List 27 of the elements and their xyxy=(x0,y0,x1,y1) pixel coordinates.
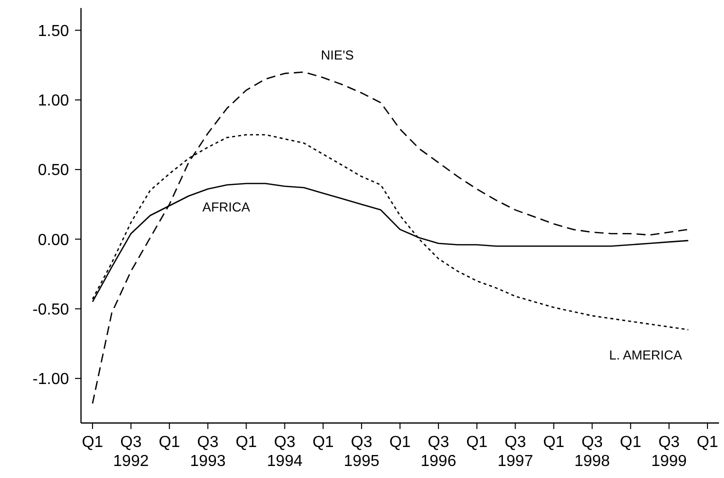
x-tick-label: Q3 1992 xyxy=(113,434,149,470)
y-tick-label: 0.00 xyxy=(38,232,70,249)
x-tick-label: Q1 xyxy=(466,434,488,451)
x-tick-label: Q1 xyxy=(236,434,258,451)
y-tick-label: 1.00 xyxy=(38,92,70,110)
x-tick-label: Q1 xyxy=(696,434,718,451)
y-tick-label: 1.50 xyxy=(38,22,70,40)
x-tick-label: Q3 1995 xyxy=(344,434,380,470)
x-tick-label: Q3 1997 xyxy=(498,434,534,470)
x-tick-label: Q1 xyxy=(389,434,411,451)
x-tick-label: Q3 1996 xyxy=(420,434,456,470)
y-tick-label: -1.00 xyxy=(32,371,70,388)
x-tick-label: Q1 xyxy=(158,434,180,451)
x-tick-label: Q1 xyxy=(543,434,565,451)
x-tick-label: Q3 1993 xyxy=(190,434,226,470)
x-tick-label: Q1 xyxy=(82,434,104,451)
x-tick-label: Q3 1999 xyxy=(651,434,687,470)
y-tick-label: 0.50 xyxy=(38,162,70,180)
x-tick-label: Q1 xyxy=(312,434,334,451)
series-label: AFRICA xyxy=(202,199,250,214)
x-tick-label: Q3 1998 xyxy=(574,434,610,470)
series-label: L. AMERICA xyxy=(609,347,682,362)
series-label: NIE'S xyxy=(320,48,354,63)
line-series xyxy=(92,71,689,404)
y-tick-label: -0.50 xyxy=(32,301,70,318)
x-tick-label: Q1 xyxy=(620,434,642,451)
x-tick-label: Q3 1994 xyxy=(266,434,303,470)
